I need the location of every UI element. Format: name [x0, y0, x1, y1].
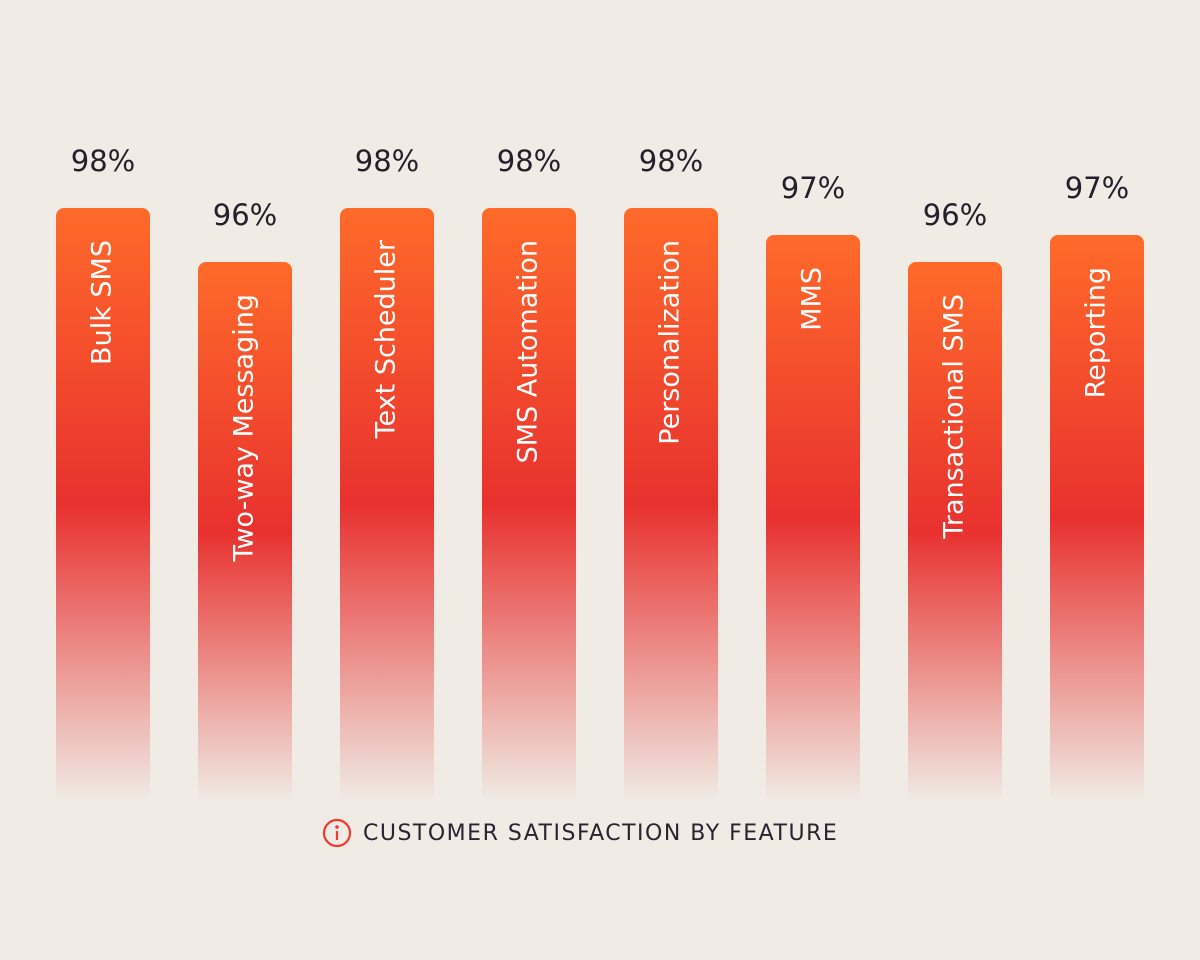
bar: [908, 262, 1002, 802]
category-label: Transactional SMS: [939, 294, 970, 540]
value-label: 98%: [639, 144, 703, 178]
bar: [340, 208, 434, 802]
bar: [1050, 235, 1144, 802]
value-label: 97%: [781, 171, 845, 205]
chart-title: CUSTOMER SATISFACTION BY FEATURE: [363, 821, 838, 846]
value-label: 98%: [71, 144, 135, 178]
category-label: Reporting: [1081, 267, 1112, 398]
category-label: MMS: [797, 267, 828, 331]
info-icon-dot: [335, 825, 339, 829]
bar: [624, 208, 718, 802]
category-label: Text Scheduler: [371, 239, 402, 439]
bar: [766, 235, 860, 802]
info-icon: [322, 818, 352, 848]
bar: [482, 208, 576, 802]
category-label: SMS Automation: [513, 240, 544, 463]
value-label: 96%: [213, 198, 277, 232]
value-label: 97%: [1065, 171, 1129, 205]
bar: [198, 262, 292, 802]
bar: [56, 208, 150, 802]
value-label: 96%: [923, 198, 987, 232]
category-label: Bulk SMS: [87, 240, 118, 365]
value-label: 98%: [355, 144, 419, 178]
title-group: CUSTOMER SATISFACTION BY FEATURE: [322, 818, 838, 848]
category-label: Personalization: [655, 240, 686, 445]
category-label: Two-way Messaging: [229, 294, 260, 563]
value-label: 98%: [497, 144, 561, 178]
